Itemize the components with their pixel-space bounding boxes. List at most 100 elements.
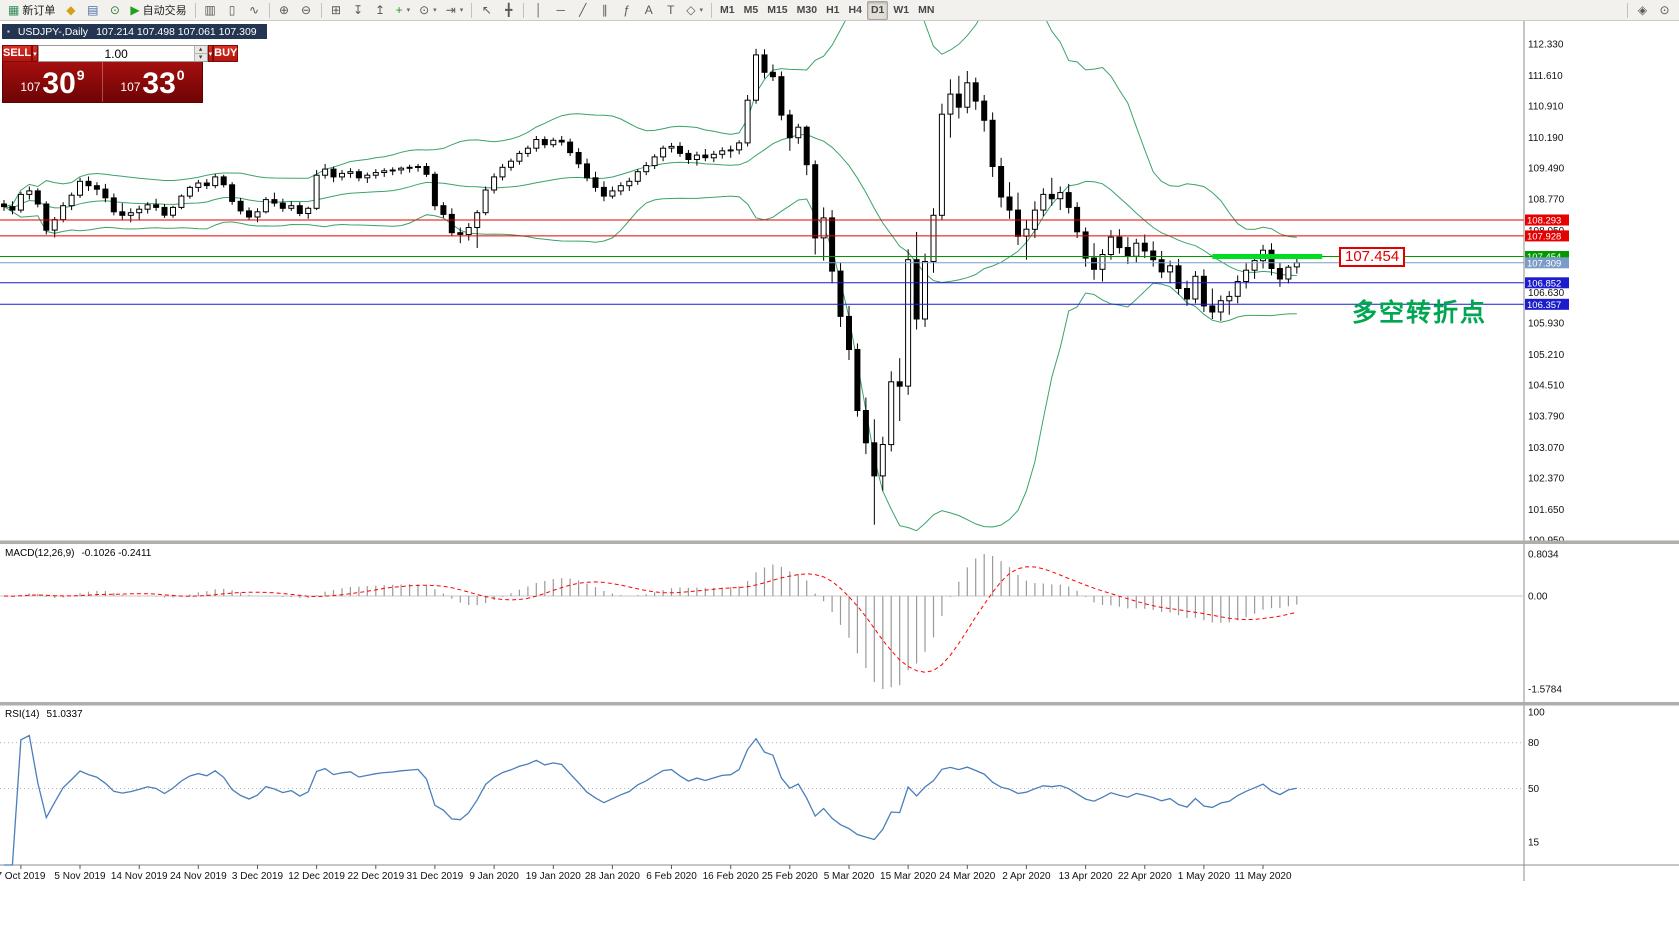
time-axis-label: 19 Jan 2020	[526, 871, 581, 882]
ask-point: 0	[176, 67, 185, 83]
timeframe-d1-button[interactable]: D1	[866, 0, 889, 20]
new-order-button[interactable]: ▦ 新订单	[4, 1, 59, 20]
price-axis-label: 101.650	[1528, 505, 1565, 516]
macd-axis-label: -1.5784	[1528, 685, 1562, 696]
bar-chart-button[interactable]: ▥	[200, 1, 221, 20]
shapes-button[interactable]: ◇ ▾	[682, 1, 707, 20]
volume-decrease-button[interactable]: ▾	[194, 53, 207, 61]
search-button[interactable]: ◈	[1632, 1, 1653, 20]
cursor-icon: ↖	[481, 3, 492, 17]
timeframe-label: M1	[720, 4, 735, 16]
timeframe-label: H4	[848, 4, 862, 16]
price-axis-label: 110.190	[1528, 133, 1564, 144]
time-axis-label: 24 Mar 2020	[939, 871, 996, 882]
buy-button[interactable]: BUY	[213, 45, 239, 62]
chevron-down-icon: ▾	[33, 50, 37, 58]
time-axis-label: 7 Oct 2019	[0, 871, 46, 882]
volume-input[interactable]	[38, 46, 194, 61]
toolbar-separator	[523, 2, 525, 18]
horizontal-line-button[interactable]: ─	[550, 1, 571, 20]
periods-icon: ⊙	[419, 3, 430, 17]
line-chart-button[interactable]: ∿	[244, 1, 265, 20]
candlestick-chart-button[interactable]: ▯	[222, 1, 243, 20]
timeframe-m1-button[interactable]: M1	[716, 1, 739, 20]
macd-axis-label: 0.00	[1528, 592, 1548, 603]
vertical-line-button[interactable]: │	[528, 1, 549, 20]
crosshair-icon: ╋	[505, 3, 513, 17]
profiles-icon: ▤	[87, 3, 99, 17]
navigator-button[interactable]: ◆	[60, 1, 81, 20]
sell-price-display[interactable]: 107 30 9	[3, 62, 102, 102]
main-chart-plot[interactable]	[0, 21, 1524, 532]
chart-symbol-period: USDJPY-,Daily	[17, 25, 89, 38]
price-axis-label: 105.930	[1528, 318, 1565, 329]
fibonacci-button[interactable]: ƒ	[616, 1, 637, 20]
buy-price-display[interactable]: 107 33 0	[102, 62, 202, 102]
sell-options-dropdown[interactable]: ▾	[32, 45, 38, 62]
periods-button[interactable]: ⊙ ▾	[415, 1, 441, 20]
panel-separators[interactable]	[0, 21, 1679, 881]
time-axis-label: 9 Jan 2020	[469, 871, 519, 882]
buy-options-dropdown[interactable]: ▾	[207, 45, 214, 62]
price-axis-label: 112.330	[1528, 40, 1564, 51]
candlestick-chart-icon: ▯	[228, 3, 236, 17]
timeframe-m15-button[interactable]: M15	[763, 1, 791, 20]
ask-integer: 107	[120, 80, 141, 94]
channel-icon: ∥	[601, 3, 608, 17]
trendline-icon: ╱	[579, 3, 587, 17]
macd-panel[interactable]: 0.8034 0.00 -1.5784	[0, 550, 1562, 696]
zoom-out-icon: ⊖	[301, 3, 312, 17]
macd-name: MACD(12,26,9)	[5, 548, 75, 559]
price-axis-label: 109.490	[1528, 163, 1565, 174]
crosshair-button[interactable]: ╋	[498, 1, 519, 20]
price-axis[interactable]: 112.330 111.610 110.910 110.190 109.490 108.7…	[1525, 40, 1569, 547]
text-label-button[interactable]: T	[660, 1, 681, 20]
volume-increase-button[interactable]: ▴	[194, 46, 207, 53]
arrange-down-icon: ↧	[353, 3, 364, 17]
timeframe-h4-button[interactable]: H4	[845, 1, 866, 20]
zoom-out-button[interactable]: ⊖	[296, 1, 317, 20]
autotrading-button[interactable]: ▶ 自动交易	[126, 1, 190, 20]
rsi-panel-divider[interactable]	[0, 702, 1679, 706]
bb-upper-band	[3, 21, 1297, 238]
toolbar-separator	[711, 2, 713, 18]
rsi-axis-label: 50	[1528, 784, 1540, 795]
text-button[interactable]: A	[638, 1, 659, 20]
search-icon: ◈	[1637, 3, 1648, 17]
profiles-button[interactable]: ▤	[82, 1, 103, 20]
arrange-up-button[interactable]: ↥	[370, 1, 391, 20]
zoom-in-button[interactable]: ⊕	[274, 1, 295, 20]
refresh-button[interactable]: ⊙	[104, 1, 125, 20]
timeframe-mn-button[interactable]: MN	[914, 1, 938, 20]
timeframe-m30-button[interactable]: M30	[793, 1, 821, 20]
trendline-button[interactable]: ╱	[572, 1, 593, 20]
new-chart-button[interactable]: + ▾	[392, 1, 415, 20]
shapes-icon: ◇	[686, 3, 696, 17]
pivot-annotation[interactable]: 多空转折点	[1352, 299, 1488, 327]
toolbar-separator	[268, 2, 270, 18]
cursor-button[interactable]: ↖	[476, 1, 497, 20]
macd-histogram	[11, 554, 1298, 689]
bb-lower-band	[3, 195, 1297, 532]
timeframe-h1-button[interactable]: H1	[822, 1, 843, 20]
time-axis[interactable]: 7 Oct 2019 5 Nov 2019 14 Nov 2019 24 Nov 20…	[0, 865, 1292, 882]
chart-shift-button[interactable]: ⇥ ▾	[442, 1, 468, 20]
main-chart-svg[interactable]: 112.330 111.610 110.910 110.190 109.490 108.7…	[0, 21, 1679, 947]
sell-button[interactable]: SELL	[2, 45, 33, 62]
time-axis-label: 24 Nov 2019	[170, 871, 227, 882]
price-callout[interactable]: 107.454	[1339, 247, 1406, 267]
macd-panel-divider[interactable]	[0, 540, 1679, 545]
options-button[interactable]: ⊙	[1654, 1, 1675, 20]
arrange-down-button[interactable]: ↧	[348, 1, 369, 20]
chart-area: 112.330 111.610 110.910 110.190 109.490 108.7…	[0, 21, 1679, 947]
tile-windows-button[interactable]: ⊞	[326, 1, 347, 20]
price-line-label: 106.357	[1527, 300, 1561, 311]
rsi-panel[interactable]: 100 80 50 15	[0, 708, 1545, 866]
toolbar-separator	[194, 2, 196, 18]
channel-button[interactable]: ∥	[594, 1, 615, 20]
time-axis-label: 16 Feb 2020	[703, 871, 760, 882]
timeframe-w1-button[interactable]: W1	[889, 1, 913, 20]
time-axis-label: 15 Mar 2020	[880, 871, 937, 882]
timeframe-m5-button[interactable]: M5	[740, 1, 763, 20]
chevron-down-icon: ▾	[699, 7, 704, 14]
